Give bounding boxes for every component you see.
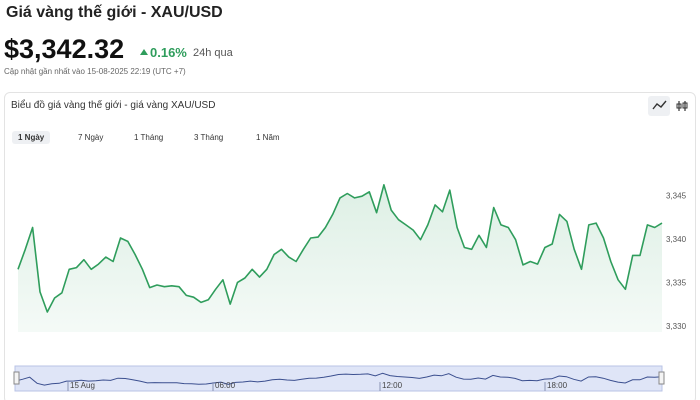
price: $3,342.32: [4, 34, 125, 64]
navigator-handle[interactable]: [13, 371, 20, 385]
price-line: [17, 184, 663, 313]
chart-card: [4, 92, 696, 400]
y-tick-label: 3,340: [666, 235, 687, 244]
range-tab[interactable]: 1 Ngày: [12, 131, 51, 144]
navigator-label: 15 Aug: [70, 381, 95, 390]
chart-title: Biểu đồ giá vàng thế giới - giá vàng XAU…: [11, 100, 216, 111]
range-tab[interactable]: 3 Tháng: [194, 133, 224, 142]
range-tab[interactable]: 7 Ngày: [78, 133, 104, 142]
y-tick-label: 3,345: [666, 191, 687, 200]
area: [18, 184, 662, 332]
y-tick-label: 3,335: [666, 278, 687, 287]
updated-time: Cập nhật gần nhất vào 15-08-2025 22:19 (…: [4, 67, 186, 76]
up-arrow: [140, 49, 148, 55]
price-change: 0.16%: [150, 45, 187, 60]
navigator-label: 12:00: [382, 381, 403, 390]
navigator-label: 06:00: [215, 381, 236, 390]
navigator-line: [14, 372, 663, 386]
range-tab[interactable]: 1 Tháng: [134, 133, 164, 142]
navigator-label: 18:00: [547, 381, 568, 390]
y-tick-label: 3,330: [666, 322, 687, 331]
chart-icons[interactable]: [648, 96, 692, 116]
page-title: Giá vàng thế giới - XAU/USD: [6, 4, 223, 21]
range-tab[interactable]: 1 Năm: [256, 133, 280, 142]
change-period: 24h qua: [193, 47, 233, 59]
navigator-handle[interactable]: [658, 371, 665, 385]
